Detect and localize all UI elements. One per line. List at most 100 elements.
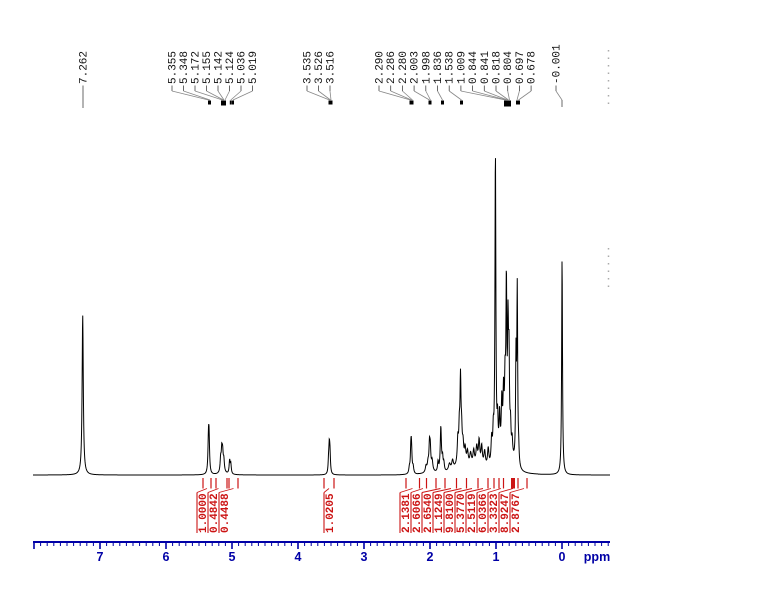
peak-label-connector bbox=[448, 90, 462, 101]
peak-label: 7.262 bbox=[79, 51, 91, 84]
peak-label-connector bbox=[217, 90, 225, 101]
peak-label-connector bbox=[183, 90, 211, 101]
axis-tick-label: 3 bbox=[361, 550, 368, 564]
axis-tick-label: 2 bbox=[427, 550, 434, 564]
peak-label-connector bbox=[232, 90, 253, 101]
peak-marker bbox=[441, 100, 444, 105]
peak-label: 1.009 bbox=[456, 51, 468, 84]
axis-tick-label: 5 bbox=[229, 550, 236, 564]
peak-label-connector bbox=[472, 90, 507, 101]
peak-label-connector bbox=[230, 90, 242, 101]
peak-label-connector bbox=[306, 90, 330, 101]
peak-label-connector bbox=[555, 90, 563, 101]
peak-label: 5.124 bbox=[225, 51, 237, 84]
peak-label-connector bbox=[460, 90, 506, 101]
peak-label: 0.697 bbox=[515, 51, 527, 84]
integral-value: 5.3770 bbox=[456, 493, 468, 533]
integral-leader bbox=[476, 488, 492, 493]
integral-leader bbox=[323, 488, 330, 493]
peak-marker bbox=[328, 100, 333, 105]
peak-label: 5.348 bbox=[179, 51, 191, 84]
peak-label-connector bbox=[378, 90, 411, 101]
peak-marker bbox=[221, 100, 226, 106]
peak-label: 2.290 bbox=[375, 51, 387, 84]
integral-value: 9.8100 bbox=[445, 493, 457, 533]
axis-tick-label: 4 bbox=[295, 550, 302, 564]
integral-leader bbox=[498, 488, 514, 493]
integral-value: 2.8767 bbox=[511, 493, 523, 533]
peak-label: 2.003 bbox=[410, 51, 422, 84]
integral-leader bbox=[454, 488, 473, 493]
integral-leader bbox=[432, 488, 452, 493]
peak-marker bbox=[428, 100, 432, 105]
integral-leader bbox=[399, 488, 413, 493]
peak-label-connector bbox=[484, 90, 508, 101]
integral-value: 2.6540 bbox=[423, 493, 435, 533]
nmr-trace bbox=[33, 158, 610, 476]
peak-label-connector bbox=[518, 90, 532, 101]
peak-label: 2.280 bbox=[398, 51, 410, 84]
peak-label-connector bbox=[206, 90, 224, 101]
peak-label: 3.516 bbox=[326, 51, 338, 84]
peak-marker bbox=[232, 100, 234, 105]
integral-value: 2.1381 bbox=[401, 493, 413, 533]
peak-label: 5.019 bbox=[248, 51, 260, 84]
integral-value: 0.4842 bbox=[209, 493, 221, 533]
peak-label: 5.036 bbox=[237, 51, 249, 84]
peak-label: 5.155 bbox=[202, 51, 214, 84]
peak-label-connector bbox=[413, 90, 430, 101]
peak-label: 1.998 bbox=[421, 51, 433, 84]
peak-label-connector bbox=[390, 90, 412, 101]
peak-label: 5.172 bbox=[191, 51, 203, 84]
peak-marker bbox=[516, 100, 520, 105]
integral-value: 0.4488 bbox=[220, 493, 232, 533]
peak-label: 0.804 bbox=[503, 51, 515, 84]
integral-tick bbox=[511, 478, 515, 489]
peak-marker bbox=[504, 100, 511, 107]
integral-value: 1.1249 bbox=[434, 493, 446, 533]
peak-label-connector bbox=[329, 90, 332, 101]
integral-leader bbox=[465, 488, 484, 493]
peak-label: 0.841 bbox=[480, 51, 492, 84]
peak-label-connector bbox=[171, 90, 209, 101]
integral-leader bbox=[509, 488, 525, 493]
integral-value: 8.9247 bbox=[500, 493, 512, 533]
peak-label: 5.142 bbox=[214, 51, 226, 84]
axis-tick-label: 7 bbox=[97, 550, 104, 564]
integral-value: 6.0366 bbox=[478, 493, 490, 533]
peak-label: 1.836 bbox=[433, 51, 445, 84]
peak-label-connector bbox=[194, 90, 223, 101]
peak-label-connector bbox=[425, 90, 431, 101]
peak-label: 5.355 bbox=[168, 51, 180, 84]
peak-label-connector bbox=[402, 90, 413, 101]
peak-label: 0.844 bbox=[468, 51, 480, 84]
peak-label: 2.286 bbox=[386, 51, 398, 84]
integral-value: 2.5119 bbox=[467, 493, 479, 533]
integral-leader bbox=[421, 488, 441, 493]
peak-marker bbox=[460, 100, 463, 105]
peak-marker bbox=[208, 100, 211, 105]
peak-label: 0.818 bbox=[492, 51, 504, 84]
peak-label-connector bbox=[437, 90, 443, 101]
peak-label: 3.526 bbox=[314, 51, 326, 84]
peak-label: 3.535 bbox=[303, 51, 315, 84]
peak-label: 1.538 bbox=[445, 51, 457, 84]
peak-label-connector bbox=[224, 90, 230, 101]
integral-leader bbox=[196, 488, 208, 493]
peak-label: 0.678 bbox=[527, 51, 539, 84]
peak-marker bbox=[409, 100, 414, 105]
axis-tick-label: 1 bbox=[493, 550, 500, 564]
peak-label: -0.001 bbox=[552, 44, 564, 84]
integral-value: 1.0000 bbox=[198, 493, 210, 533]
peak-label-connector bbox=[318, 90, 331, 101]
peak-marker bbox=[229, 100, 232, 105]
peak-label-connector bbox=[495, 90, 509, 101]
axis-tick-label: 0 bbox=[559, 550, 566, 564]
integral-value: 2.6066 bbox=[412, 493, 424, 533]
integral-leader bbox=[218, 488, 234, 493]
integral-value: 1.0205 bbox=[325, 493, 337, 533]
peak-label-connector bbox=[516, 90, 520, 101]
axis-unit-label: ppm bbox=[584, 550, 610, 564]
